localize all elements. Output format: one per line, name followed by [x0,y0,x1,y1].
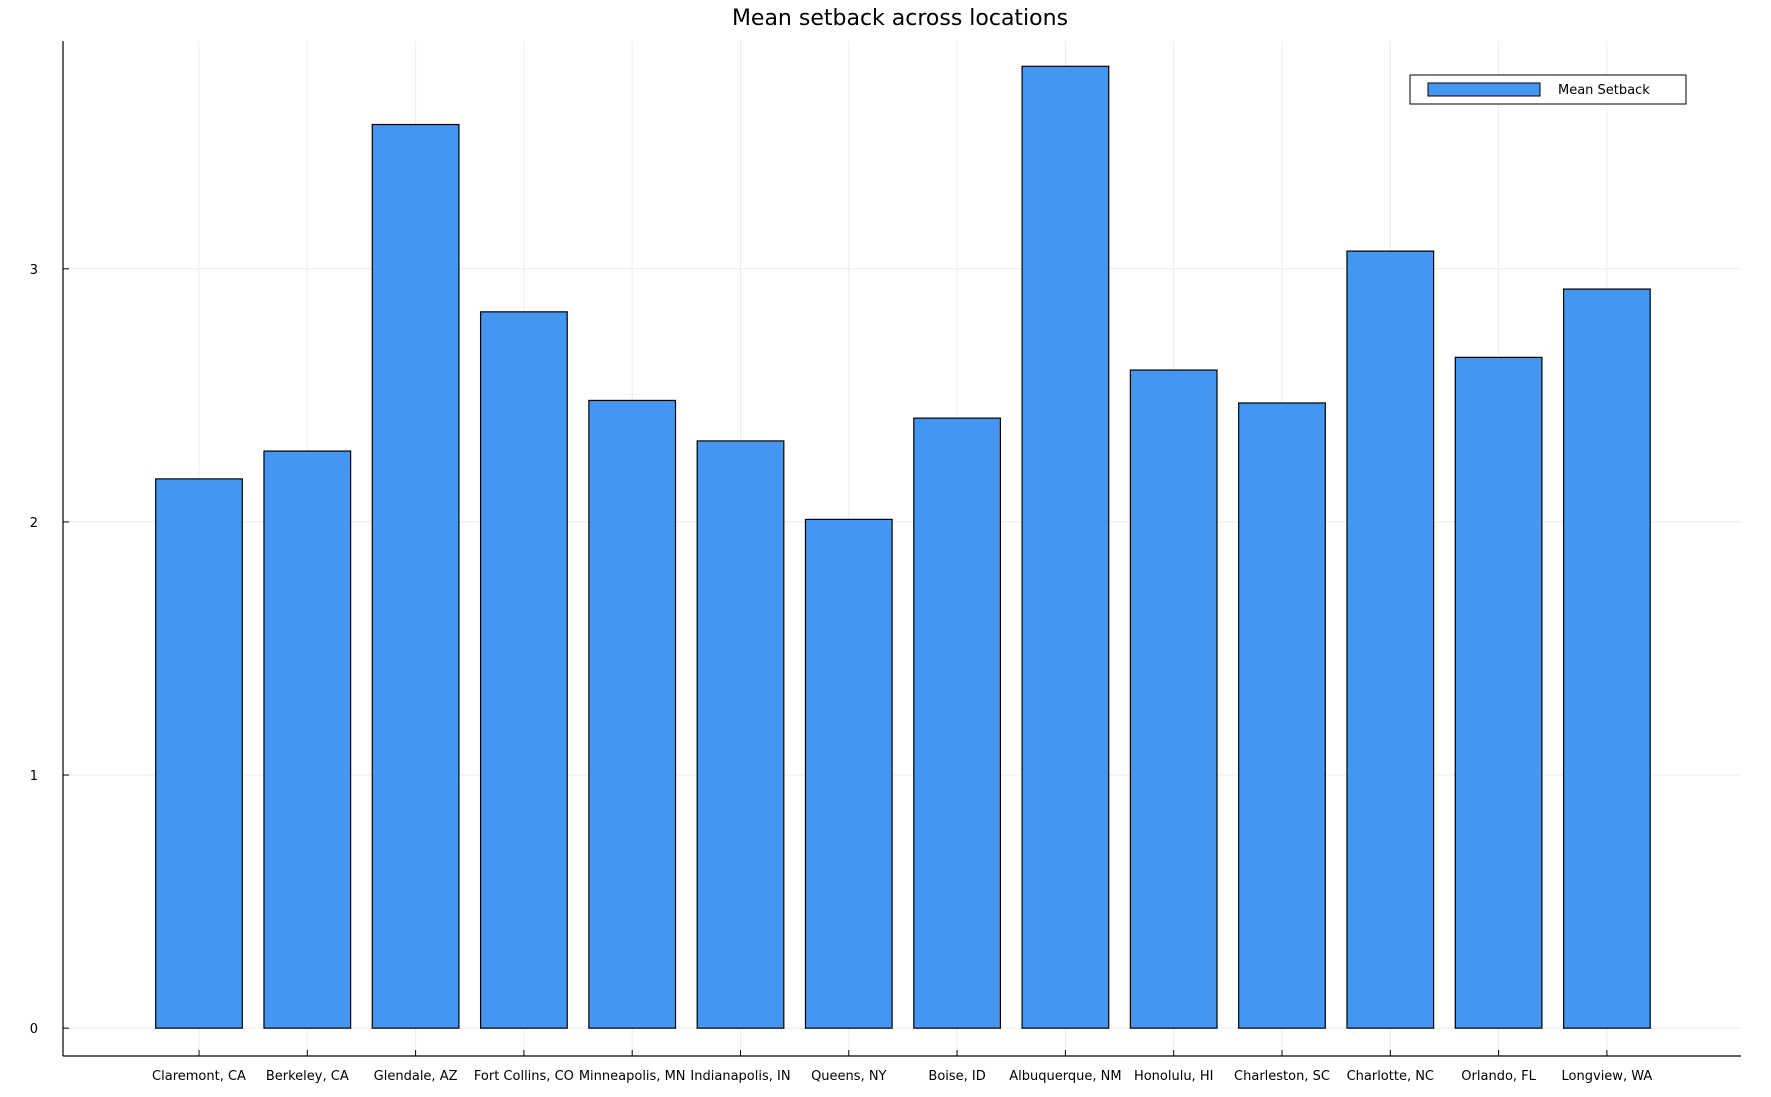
x-tick-label: Charleston, SC [1234,1069,1330,1084]
x-tick-label: Fort Collins, CO [474,1069,574,1084]
bar-series [155,65,1651,1029]
x-tick-label: Longview, WA [1562,1069,1653,1084]
x-tick-label: Charlotte, NC [1347,1069,1434,1084]
x-tick-label: Indianapolis, IN [690,1069,790,1084]
y-tick-label: 0 [30,1022,38,1037]
x-tick-label: Minneapolis, MN [579,1069,686,1084]
y-tick-label: 3 [30,263,38,278]
y-tick-label: 2 [30,516,38,531]
x-tick-label: Boise, ID [928,1069,985,1084]
x-tick-label: Albuquerque, NM [1009,1069,1121,1084]
bar [1238,402,1326,1029]
bar [804,518,893,1029]
x-tick-label: Claremont, CA [152,1069,246,1084]
bar [371,123,460,1029]
bar [588,399,677,1029]
bar [1346,250,1435,1029]
x-tick-label: Queens, NY [811,1069,886,1084]
x-tick-label: Orlando, FL [1461,1069,1536,1084]
bar [913,417,1002,1029]
bar [1021,65,1110,1029]
x-tick-label: Honolulu, HI [1134,1069,1214,1084]
legend-label: Mean Setback [1558,83,1650,98]
bar [1129,369,1218,1029]
legend: Mean Setback [1409,74,1687,105]
bar [155,478,243,1029]
x-tick-label: Berkeley, CA [266,1069,349,1084]
bar [263,450,352,1029]
y-tick-label: 1 [30,769,38,784]
bar [696,440,785,1029]
chart-title: Mean setback across locations [731,6,1069,31]
x-tick-label: Glendale, AZ [374,1069,458,1084]
bar [479,311,568,1029]
legend-swatch [1427,82,1541,97]
bar [1562,288,1651,1029]
bar [1454,356,1543,1029]
axes: 0 1 2 3 Claremont, CA Berkeley, CA Glendale, A… [30,41,1741,1084]
